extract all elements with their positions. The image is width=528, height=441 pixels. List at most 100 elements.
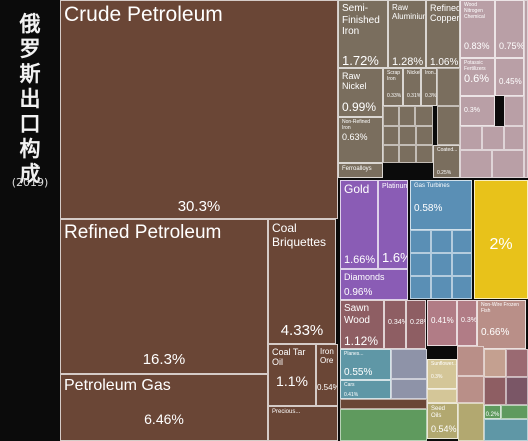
tile-potassic-fertilizers-18[interactable]: Potassic Fertilizers 0.6%	[460, 58, 495, 96]
minor-product-tile[interactable]	[431, 230, 452, 253]
tile-coal-tar-oil-4[interactable]: Coal Tar Oil 1.1%	[268, 344, 316, 406]
minor-product-tile[interactable]	[340, 399, 427, 409]
tile-value: 0.34%	[388, 319, 406, 326]
tile-value: 0.96%	[344, 287, 373, 298]
tile-scrap-iron-11[interactable]: Scrap Iron 0.33%	[383, 68, 403, 106]
minor-product-tile[interactable]	[399, 106, 415, 126]
tile-unlabeled-30[interactable]: 0.41%	[427, 300, 457, 346]
tile-value: 1.1%	[276, 373, 308, 389]
minor-product-tile[interactable]	[458, 403, 484, 441]
tile-coated-16[interactable]: Coated... 0.25%	[433, 145, 460, 178]
minor-product-tile[interactable]	[452, 276, 472, 299]
minor-product-tile[interactable]	[383, 145, 399, 163]
tile-value: 0.75%	[499, 41, 524, 51]
tile-value: 0.2%	[485, 412, 500, 418]
tile-non-wire-frozen-fish-32[interactable]: Non-Wire Frozen Fish 0.66%	[477, 300, 526, 349]
minor-product-tile[interactable]	[452, 230, 472, 253]
tile-nickel-12[interactable]: Nickel... 0.31%	[403, 68, 421, 106]
minor-product-tile[interactable]	[484, 419, 528, 441]
tile-value: 1.66%	[344, 254, 376, 266]
tile-label: Coated...	[437, 147, 458, 153]
tile-unlabeled-29[interactable]: 0.28%	[406, 300, 426, 349]
tile-gas-turbines-25[interactable]: Gas Turbines 0.58%	[410, 180, 472, 230]
tile-gold-22[interactable]: Gold 1.66%	[340, 180, 378, 269]
tile-label: Non-Wire Frozen Fish	[481, 302, 520, 314]
minor-product-tile[interactable]	[506, 377, 528, 405]
minor-product-tile[interactable]	[484, 377, 506, 405]
minor-product-tile[interactable]	[492, 150, 524, 178]
minor-product-tile[interactable]	[457, 376, 484, 403]
minor-product-tile[interactable]	[416, 126, 433, 145]
tile-unlabeled-37[interactable]: 0.2%	[484, 405, 501, 419]
minor-product-tile[interactable]	[504, 96, 524, 126]
minor-product-tile[interactable]	[506, 349, 528, 377]
tile-unlabeled-20[interactable]: 0.45%	[495, 58, 524, 96]
tile-sawn-wood-27[interactable]: Sawn Wood 1.12%	[340, 300, 384, 349]
tile-label: Raw Aluminium	[392, 3, 426, 22]
tile-value: 0.99%	[342, 100, 377, 114]
tile-crude-petroleum-0[interactable]: Crude Petroleum 30.3%	[60, 0, 338, 219]
minor-product-tile[interactable]	[391, 349, 427, 379]
minor-product-tile[interactable]	[410, 276, 431, 299]
minor-product-tile[interactable]	[415, 106, 433, 126]
minor-product-tile[interactable]	[524, 0, 528, 178]
minor-product-tile[interactable]	[482, 126, 504, 150]
tile-label: Refined Petroleum	[64, 222, 222, 243]
tile-petroleum-gas-2[interactable]: Petroleum Gas 6.46%	[60, 374, 268, 441]
minor-product-tile[interactable]	[457, 346, 484, 376]
tile-seed-oils-36[interactable]: Seed Oils 0.54%	[427, 403, 458, 439]
tile-value: 1.12%	[344, 334, 379, 348]
minor-product-tile[interactable]	[383, 126, 399, 145]
minor-product-tile[interactable]	[399, 145, 416, 163]
minor-product-tile[interactable]	[437, 106, 460, 145]
tile-refined-copper-9[interactable]: Refined Copper 1.06%	[426, 0, 460, 68]
tile-refined-petroleum-1[interactable]: Refined Petroleum 16.3%	[60, 219, 268, 374]
tile-label: Nickel...	[407, 70, 421, 76]
tile-value: 16.3%	[142, 351, 186, 368]
tile-sunflower-35[interactable]: Sunflower... 0.3%	[427, 359, 457, 389]
tile-semi-finished-iron-7[interactable]: Semi-Finished Iron 1.72%	[338, 0, 388, 68]
minor-product-tile[interactable]	[431, 253, 452, 276]
tile-value: 0.28%	[410, 319, 425, 326]
minor-product-tile[interactable]	[410, 253, 431, 276]
tile-value: 0.6%	[464, 73, 490, 85]
tile-wood-nitrogen-chemical-17[interactable]: Wood Nitrogen Chemical 0.83%	[460, 0, 495, 58]
tile-non-refined-iron-14[interactable]: Non-Refined Iron 0.63%	[338, 117, 383, 163]
minor-product-tile[interactable]	[416, 145, 433, 163]
minor-product-tile[interactable]	[460, 126, 482, 150]
tile-iron-ore-5[interactable]: Iron Ore 0.54%	[316, 344, 338, 406]
minor-product-tile[interactable]	[452, 253, 472, 276]
minor-product-tile[interactable]	[431, 276, 452, 299]
tile-unlabeled-19[interactable]: 0.75%	[495, 0, 524, 58]
tile-unlabeled-28[interactable]: 0.34%	[384, 300, 406, 349]
tile-value: 0.31%	[407, 93, 421, 99]
tile-unlabeled-26[interactable]: 2%	[474, 180, 528, 299]
minor-product-tile[interactable]	[391, 379, 427, 399]
tile-unlabeled-21[interactable]: 0.3%	[460, 96, 495, 126]
minor-product-tile[interactable]	[437, 68, 460, 106]
tile-raw-nickel-10[interactable]: Raw Nickel 0.99%	[338, 68, 383, 117]
minor-product-tile[interactable]	[427, 389, 457, 403]
tile-value: 0.54%	[431, 424, 457, 434]
tile-diamonds-24[interactable]: Diamonds 0.96%	[340, 269, 408, 300]
tile-unlabeled-31[interactable]: 0.3%	[457, 300, 477, 346]
minor-product-tile[interactable]	[383, 106, 399, 126]
tile-platinum-23[interactable]: Platinum 1.6%	[378, 180, 408, 269]
minor-product-tile[interactable]	[484, 349, 506, 377]
tile-label: Semi-Finished Iron	[342, 3, 380, 37]
minor-product-tile[interactable]	[399, 126, 416, 145]
tile-ferroalloys-15[interactable]: Ferroalloys	[338, 163, 383, 178]
tile-planes-33[interactable]: Planes... 0.55%	[340, 349, 391, 380]
tile-coal-briquettes-3[interactable]: Coal Briquettes 4.33%	[268, 219, 336, 344]
tile-raw-aluminium-8[interactable]: Raw Aluminium 1.28%	[388, 0, 426, 68]
minor-product-tile[interactable]	[410, 230, 431, 253]
tile-value: 0.66%	[481, 327, 510, 338]
tile-precious-6[interactable]: Precious...	[268, 406, 338, 441]
minor-product-tile[interactable]	[504, 126, 524, 150]
tile-cars-34[interactable]: Cars 0.41%	[340, 380, 391, 399]
tile-iron-13[interactable]: Iron... 0.3%	[421, 68, 437, 106]
minor-product-tile[interactable]	[340, 409, 427, 441]
minor-product-tile[interactable]	[501, 405, 528, 419]
tile-value: 6.46%	[144, 411, 184, 427]
minor-product-tile[interactable]	[460, 150, 492, 178]
